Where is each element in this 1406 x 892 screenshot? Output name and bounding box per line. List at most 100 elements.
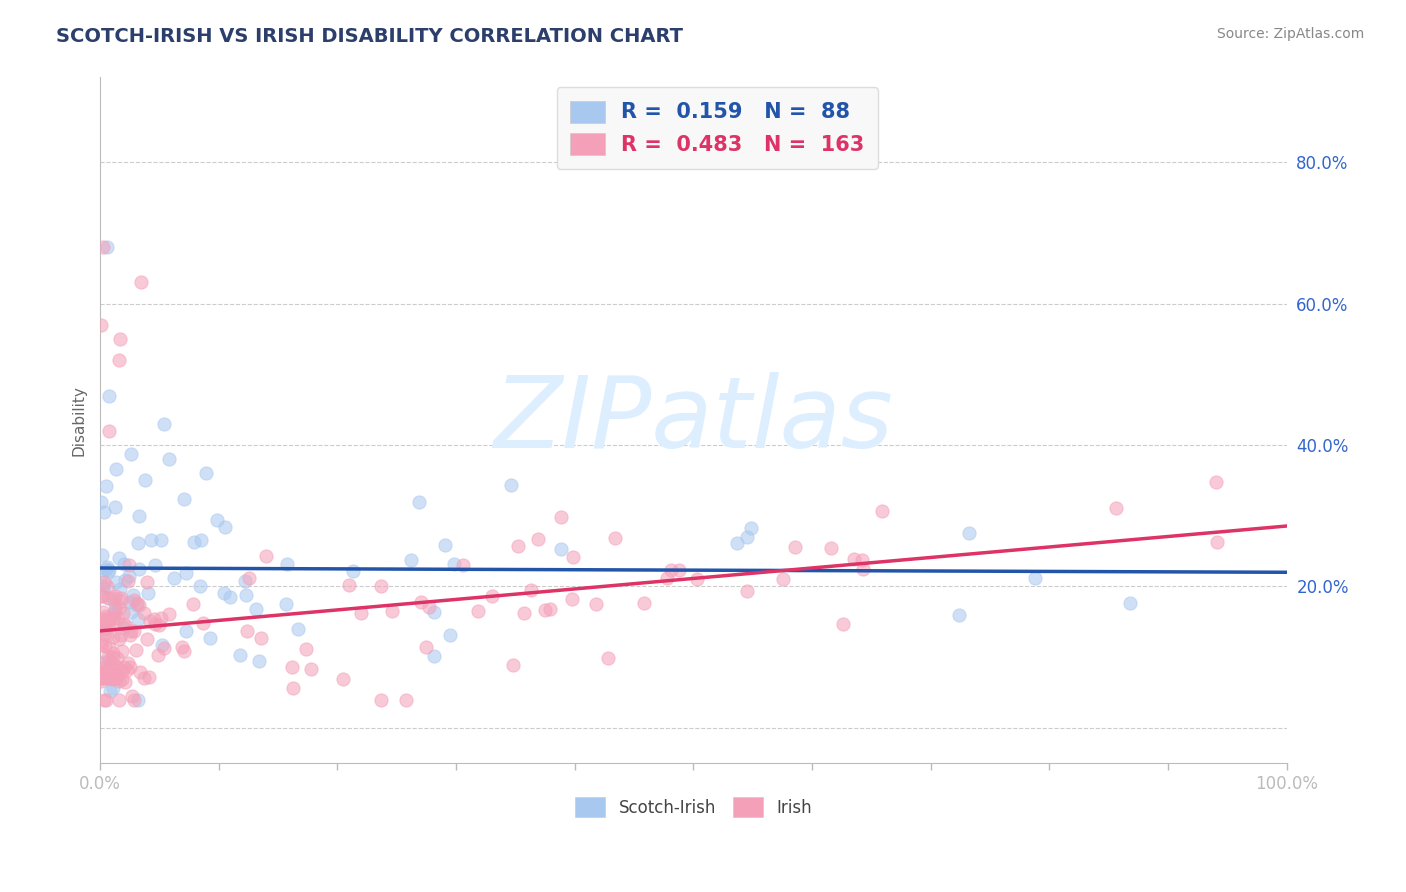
Point xyxy=(370,579,392,593)
Point xyxy=(96,615,118,630)
Point xyxy=(97,424,120,438)
Point xyxy=(94,609,117,624)
Point xyxy=(249,654,271,668)
Point xyxy=(90,667,112,681)
Point xyxy=(90,661,112,675)
Text: Source: ZipAtlas.com: Source: ZipAtlas.com xyxy=(1216,27,1364,41)
Point xyxy=(148,618,170,632)
Point xyxy=(103,591,125,605)
Point xyxy=(112,621,135,635)
Point xyxy=(870,504,893,518)
Point xyxy=(772,572,794,586)
Point xyxy=(283,681,305,695)
Point xyxy=(157,607,180,621)
Point xyxy=(229,648,252,662)
Point xyxy=(110,628,132,642)
Point xyxy=(128,562,150,576)
Point xyxy=(117,664,139,678)
Point xyxy=(112,617,135,632)
Point xyxy=(127,596,149,610)
Point xyxy=(236,624,259,639)
Point xyxy=(188,579,211,593)
Point xyxy=(153,417,176,431)
Point xyxy=(127,599,149,613)
Point xyxy=(550,509,572,524)
Point xyxy=(157,452,180,467)
Point xyxy=(235,588,257,602)
Point xyxy=(395,692,418,706)
Point xyxy=(101,650,124,665)
Point xyxy=(245,602,267,616)
Point xyxy=(98,661,121,675)
Point xyxy=(111,664,134,678)
Point xyxy=(121,689,143,703)
Point xyxy=(94,692,117,706)
Point xyxy=(141,533,163,548)
Point xyxy=(134,474,156,488)
Point xyxy=(98,613,121,627)
Point xyxy=(111,606,134,620)
Point xyxy=(418,600,440,615)
Point xyxy=(238,571,260,585)
Point xyxy=(91,615,114,630)
Point xyxy=(550,541,572,556)
Point xyxy=(94,665,117,680)
Point xyxy=(287,623,309,637)
Point xyxy=(120,595,142,609)
Point xyxy=(561,549,583,564)
Point xyxy=(97,671,120,685)
Point xyxy=(127,692,149,706)
Point xyxy=(90,671,112,685)
Point xyxy=(349,606,371,620)
Point xyxy=(659,563,682,577)
Point xyxy=(740,521,762,535)
Point xyxy=(108,353,131,368)
Point xyxy=(163,571,186,585)
Point xyxy=(107,650,129,665)
Point xyxy=(101,673,124,687)
Point xyxy=(112,660,135,674)
Point xyxy=(851,553,873,567)
Point xyxy=(91,671,114,685)
Point xyxy=(93,505,115,519)
Point xyxy=(276,557,298,571)
Point xyxy=(96,671,118,685)
Point xyxy=(143,558,166,572)
Point xyxy=(96,562,118,576)
Point xyxy=(233,574,256,589)
Point xyxy=(1119,596,1142,610)
Point xyxy=(108,332,131,346)
Point xyxy=(110,594,132,608)
Point xyxy=(103,605,125,619)
Point xyxy=(90,590,112,604)
Point xyxy=(439,628,461,642)
Point xyxy=(107,600,129,615)
Point xyxy=(103,671,125,685)
Point xyxy=(94,615,117,630)
Point xyxy=(96,240,118,254)
Point xyxy=(214,520,236,534)
Point xyxy=(381,604,404,618)
Point xyxy=(1105,501,1128,516)
Point xyxy=(104,671,127,685)
Point xyxy=(108,673,131,688)
Point xyxy=(143,617,166,632)
Point xyxy=(451,558,474,572)
Point xyxy=(332,672,354,686)
Point xyxy=(97,611,120,625)
Point xyxy=(299,662,322,676)
Point xyxy=(150,639,173,653)
Point xyxy=(520,582,543,597)
Point xyxy=(117,569,139,583)
Point xyxy=(90,318,112,332)
Point xyxy=(101,646,124,660)
Y-axis label: Disability: Disability xyxy=(72,384,86,456)
Point xyxy=(502,658,524,673)
Point xyxy=(191,615,214,630)
Point xyxy=(90,612,112,626)
Point xyxy=(423,605,446,619)
Point xyxy=(97,591,120,605)
Point xyxy=(93,655,115,669)
Point xyxy=(174,624,197,638)
Point xyxy=(842,552,865,566)
